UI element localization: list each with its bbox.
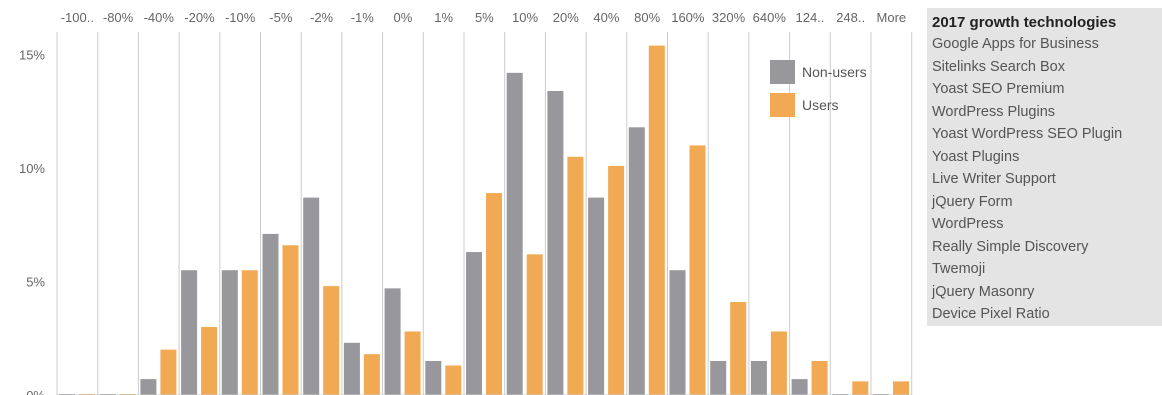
legend-swatch: [770, 93, 795, 117]
technology-item[interactable]: Twemoji: [932, 261, 986, 277]
x-tick-label: -20%: [184, 10, 215, 25]
bar-non-users: [506, 72, 523, 395]
technology-item[interactable]: Live Writer Support: [932, 171, 1056, 187]
bar-users: [689, 145, 706, 395]
x-tick-label: 320%: [712, 10, 746, 25]
x-tick-label: 160%: [671, 10, 705, 25]
vertical-gridlines: [56, 32, 913, 395]
x-tick-label: 640%: [753, 10, 787, 25]
technology-item[interactable]: WordPress: [932, 216, 1004, 232]
x-tick-label: 20%: [553, 10, 579, 25]
bar-users: [201, 326, 218, 395]
technology-item[interactable]: Yoast SEO Premium: [932, 81, 1065, 97]
bar-non-users: [262, 233, 279, 395]
x-tick-label: -10%: [225, 10, 256, 25]
x-tick-label: -2%: [310, 10, 334, 25]
bar-non-users: [140, 379, 157, 395]
bar-users: [445, 365, 462, 395]
x-tick-label: -5%: [269, 10, 293, 25]
bar-non-users: [384, 288, 401, 395]
legend: Non-users Users: [770, 60, 867, 117]
bar-users: [567, 156, 584, 395]
bar-users: [241, 270, 258, 395]
bar-non-users: [791, 379, 808, 395]
technology-item[interactable]: Google Apps for Business: [932, 36, 1099, 52]
technology-item[interactable]: jQuery Masonry: [932, 283, 1035, 300]
bar-users: [486, 193, 502, 395]
bar-users: [282, 245, 299, 395]
bar-users: [770, 331, 787, 395]
technology-item[interactable]: jQuery Form: [932, 193, 1013, 210]
x-tick-label: 124..: [795, 10, 824, 25]
technology-item[interactable]: WordPress Plugins: [932, 103, 1056, 120]
bar-users: [730, 301, 747, 395]
technologies-panel: 2017 growth technologies Google Apps for…: [927, 8, 1162, 326]
bar-non-users: [628, 127, 645, 395]
legend-swatch: [770, 60, 795, 84]
x-tick-label: 0%: [394, 10, 413, 25]
bar-non-users: [710, 360, 727, 395]
legend-label: Users: [802, 97, 839, 113]
x-tick-label: More: [877, 10, 907, 25]
legend-label: Non-users: [802, 64, 867, 80]
x-tick-label: 80%: [634, 10, 660, 25]
bar-users: [852, 381, 869, 395]
bar-users: [526, 254, 543, 395]
x-tick-label: 1%: [434, 10, 453, 25]
bar-non-users: [750, 360, 767, 395]
y-tick-labels: 0% 5% 10% 15%: [19, 48, 45, 395]
bar-non-users: [547, 90, 564, 395]
x-tick-labels: -100.. -80% -40% -20% -10% -5% -2% -1% 0% 1% 5% 10%…: [61, 10, 906, 25]
bar-users: [893, 381, 909, 395]
bar-non-users: [425, 360, 442, 395]
bar-users: [160, 349, 177, 395]
bar-users: [648, 45, 665, 395]
technology-item[interactable]: Device Pixel Ratio: [932, 306, 1050, 322]
y-tick-label: 5%: [26, 275, 45, 290]
y-tick-label: 0%: [26, 388, 45, 395]
technology-item[interactable]: Yoast WordPress SEO Plugin: [932, 126, 1123, 142]
bar-users: [323, 286, 340, 395]
x-tick-label: 248..: [836, 10, 865, 25]
bar-non-users: [221, 270, 238, 395]
x-tick-label: 10%: [512, 10, 538, 25]
technology-list: Google Apps for Business Sitelinks Searc…: [932, 33, 1162, 326]
bar-users: [608, 165, 625, 395]
x-tick-label: 5%: [475, 10, 494, 25]
x-tick-label: -1%: [351, 10, 375, 25]
bar-non-users: [181, 270, 198, 395]
x-tick-label: -40%: [144, 10, 175, 25]
bar-non-users: [588, 197, 605, 395]
y-tick-label: 10%: [19, 161, 45, 176]
technology-item[interactable]: Sitelinks Search Box: [932, 58, 1065, 75]
bar-non-users: [343, 342, 360, 395]
bar-non-users: [669, 270, 686, 395]
bar-users: [404, 331, 421, 395]
bar-non-users: [466, 252, 482, 395]
x-tick-label: -100..: [61, 10, 94, 25]
bar-users: [811, 360, 828, 395]
x-tick-label: 40%: [593, 10, 619, 25]
bar-non-users: [303, 197, 320, 395]
panel-title: 2017 growth technologies: [932, 14, 1117, 31]
bar-users: [363, 354, 380, 395]
y-tick-label: 15%: [19, 48, 45, 63]
technology-item[interactable]: Really Simple Discovery: [932, 238, 1089, 255]
x-tick-label: -80%: [103, 10, 134, 25]
technology-item[interactable]: Yoast Plugins: [932, 148, 1020, 165]
growth-histogram-chart: -100.. -80% -40% -20% -10% -5% -2% -1% 0% 1% 5% 10%…: [19, 10, 913, 395]
